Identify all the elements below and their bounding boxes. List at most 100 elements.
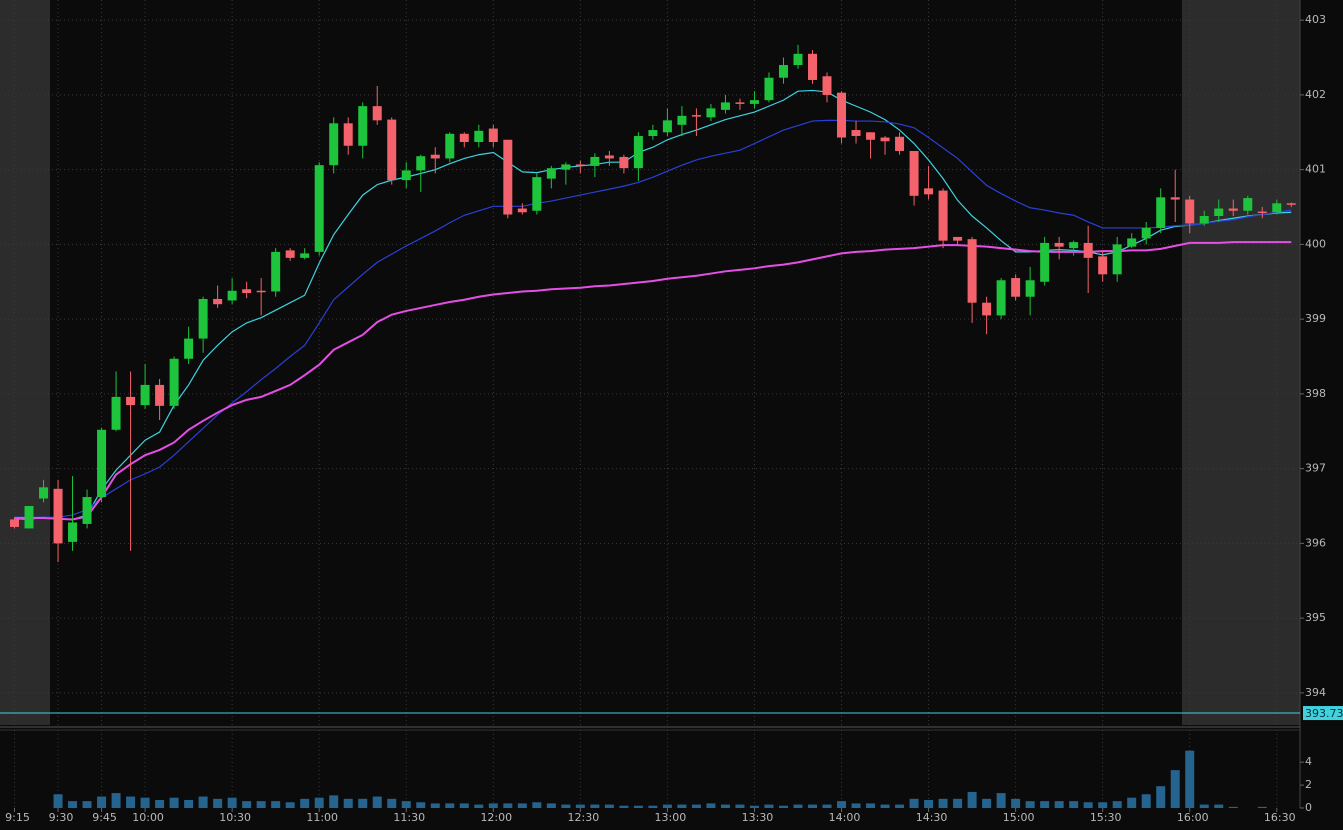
volume-bar	[111, 793, 121, 808]
candle-body	[198, 298, 208, 339]
volume-bar	[271, 801, 281, 808]
volume-bar	[358, 798, 368, 808]
x-tick-label: 15:30	[1090, 811, 1122, 824]
x-tick-label: 9:45	[92, 811, 117, 824]
candle-body	[909, 150, 919, 196]
candle-body	[851, 130, 861, 137]
candle-body	[1025, 280, 1035, 297]
y-tick-label: 400	[1305, 237, 1326, 250]
volume-bar	[53, 794, 63, 808]
candle-body	[778, 65, 788, 78]
y-tick-label: 398	[1305, 387, 1326, 400]
volume-bar	[1127, 797, 1137, 808]
volume-bar	[517, 803, 527, 808]
volume-bar	[590, 804, 600, 808]
candle-body	[895, 136, 905, 151]
candle-body	[808, 53, 817, 80]
candle-body	[866, 132, 876, 140]
volume-bar	[924, 799, 934, 808]
volume-bar	[1098, 802, 1108, 808]
candle-body	[953, 236, 963, 241]
candle-body	[1011, 278, 1021, 297]
candle-body	[1199, 216, 1209, 224]
candle-body	[1185, 199, 1195, 224]
candle-body	[184, 338, 194, 359]
volume-bar	[1199, 804, 1209, 808]
candle-body	[982, 302, 992, 316]
candle-body	[401, 170, 411, 181]
candle-body	[735, 102, 745, 104]
volume-bar	[822, 804, 832, 808]
candle-body	[1127, 238, 1137, 247]
candle-body	[1243, 198, 1253, 211]
x-tick-label: 13:00	[655, 811, 687, 824]
x-tick-label: 12:00	[480, 811, 512, 824]
volume-bar	[300, 798, 310, 808]
candle-body	[82, 497, 92, 524]
candle-body	[793, 53, 803, 66]
candle-body	[39, 487, 49, 499]
candle-body	[575, 164, 585, 166]
volume-bar	[256, 801, 266, 808]
candle-body	[532, 177, 542, 211]
volume-bar	[749, 805, 759, 808]
candle-body	[140, 384, 150, 406]
overlay-layer	[14, 89, 1292, 521]
candle-body	[416, 156, 426, 171]
x-tick-label: 9:30	[49, 811, 74, 824]
candle-body	[619, 156, 629, 169]
candle-body	[546, 168, 556, 179]
candle-body	[1170, 197, 1180, 200]
candle-body	[604, 155, 614, 159]
price-line-box	[1303, 706, 1343, 721]
volume-bar	[68, 801, 78, 808]
volume-bar	[401, 801, 411, 808]
volume-bar	[1141, 794, 1151, 808]
x-tick-label: 14:00	[829, 811, 861, 824]
candle-body	[706, 108, 716, 118]
candle-body	[837, 92, 847, 138]
candle-body	[242, 289, 252, 293]
volume-bar	[430, 803, 440, 808]
candle-body	[1286, 203, 1296, 205]
volume-bar	[445, 803, 455, 808]
volume-bar	[895, 804, 905, 808]
volume-bar	[793, 804, 803, 808]
y-tick-label: 395	[1305, 611, 1326, 624]
price-line-label: 393.73	[1305, 707, 1343, 720]
candle-body	[430, 154, 440, 159]
volume-bar	[1083, 802, 1093, 808]
candle-body	[967, 239, 977, 303]
y-tick-label: 403	[1305, 13, 1326, 26]
candle-body	[691, 115, 701, 117]
candle-body	[1141, 227, 1151, 239]
volume-layer	[53, 750, 1267, 808]
volume-bar	[648, 805, 658, 808]
volume-bar	[575, 804, 585, 808]
volume-bar	[459, 803, 469, 808]
candle-body	[488, 128, 498, 143]
candle-body	[68, 522, 78, 542]
candle-body	[720, 102, 730, 110]
x-tick-label: 12:30	[568, 811, 600, 824]
x-tick-label: 11:30	[393, 811, 425, 824]
candle-body	[1156, 197, 1166, 228]
candle-body	[764, 77, 774, 101]
x-tick-label: 9:15	[5, 811, 30, 824]
volume-bar	[561, 804, 571, 808]
volume-bar	[82, 801, 92, 808]
candle-body	[271, 251, 281, 292]
candle-body	[256, 290, 266, 293]
candle-body	[1257, 211, 1267, 214]
candle-body	[10, 519, 20, 527]
candle-body	[343, 123, 353, 146]
volume-bar	[242, 801, 252, 808]
candle-body	[662, 120, 672, 133]
candle-body	[996, 280, 1006, 316]
volume-bar	[488, 803, 498, 808]
volume-bar	[1112, 801, 1122, 808]
volume-bar	[155, 799, 165, 808]
candle-body	[1083, 242, 1093, 258]
volume-bar	[1257, 806, 1267, 808]
